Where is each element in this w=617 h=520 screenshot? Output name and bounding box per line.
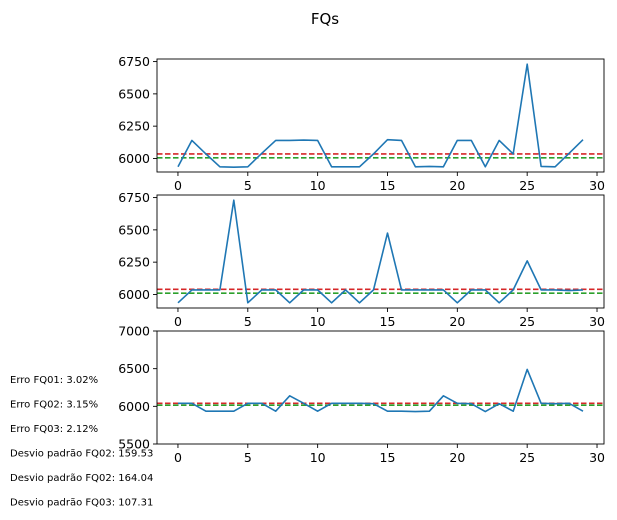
axes-frame — [156, 330, 605, 445]
series-line-fq03 — [178, 368, 584, 413]
x-tick-label: 25 — [519, 450, 535, 465]
series-line-fq01 — [177, 63, 584, 168]
y-tick-label: 6000 — [118, 151, 150, 166]
y-tick-label: 6250 — [118, 255, 150, 270]
annotation-text: Erro FQ03: 2.12% — [10, 424, 98, 435]
x-tick-label: 10 — [310, 178, 326, 193]
x-tick-label: 5 — [244, 314, 252, 329]
y-tick-label: 6750 — [118, 190, 150, 205]
x-tick-label: 5 — [244, 450, 252, 465]
panels-group: 0 5 10 15 20 25 30 6000 6250 6500 6750 0 5 10 15 20 25 30… — [118, 54, 605, 465]
x-tick-label: 20 — [449, 450, 465, 465]
x-tick-label: 10 — [310, 314, 326, 329]
y-tick-label: 7000 — [118, 324, 150, 339]
x-tick-label: 10 — [310, 450, 326, 465]
x-tick-label: 20 — [449, 314, 465, 329]
y-tick-label: 6000 — [118, 287, 150, 302]
x-tick-label: 15 — [380, 450, 396, 465]
y-tick-label: 6500 — [118, 222, 150, 237]
x-tick-label: 30 — [589, 450, 605, 465]
x-tick-label: 30 — [589, 178, 605, 193]
axes-frame — [156, 58, 605, 173]
annotation-text: Desvio padrão FQ02: 164.04 — [10, 473, 153, 484]
x-tick-label: 0 — [174, 450, 182, 465]
y-tick-label: 5500 — [118, 437, 150, 452]
x-tick-label: 20 — [449, 178, 465, 193]
y-tick-label: 6500 — [118, 86, 150, 101]
x-tick-label: 25 — [519, 314, 535, 329]
annotation-text: Desvio padrão FQ03: 107.31 — [10, 498, 153, 509]
x-tick-label: 5 — [244, 178, 252, 193]
figure-title: FQs — [311, 10, 339, 28]
axes-frame — [156, 194, 605, 309]
annotations-group: Erro FQ01: 3.02% Erro FQ02: 3.15% Erro FQ0… — [10, 375, 153, 509]
x-tick-label: 0 — [174, 314, 182, 329]
subplot-fq02: 0 5 10 15 20 25 30 6000 6250 6500 6750 — [118, 190, 605, 329]
x-tick-label: 30 — [589, 314, 605, 329]
y-tick-label: 6250 — [118, 119, 150, 134]
x-tick-label: 15 — [380, 314, 396, 329]
x-tick-label: 15 — [380, 178, 396, 193]
y-tick-label: 6500 — [118, 361, 150, 376]
subplot-fq01: 0 5 10 15 20 25 30 6000 6250 6500 6750 — [118, 54, 605, 193]
annotation-text: Desvio padrão FQ02: 159.53 — [10, 449, 153, 460]
x-tick-label: 0 — [174, 178, 182, 193]
series-line-fq02 — [177, 199, 584, 304]
annotation-text: Erro FQ01: 3.02% — [10, 375, 98, 386]
subplot-fq03: 0 5 10 15 20 25 30 5500 6000 6500 7000 — [118, 324, 605, 466]
y-tick-label: 6000 — [118, 399, 150, 414]
annotation-text: Erro FQ02: 3.15% — [10, 400, 98, 411]
y-tick-label: 6750 — [118, 54, 150, 69]
x-tick-label: 25 — [519, 178, 535, 193]
